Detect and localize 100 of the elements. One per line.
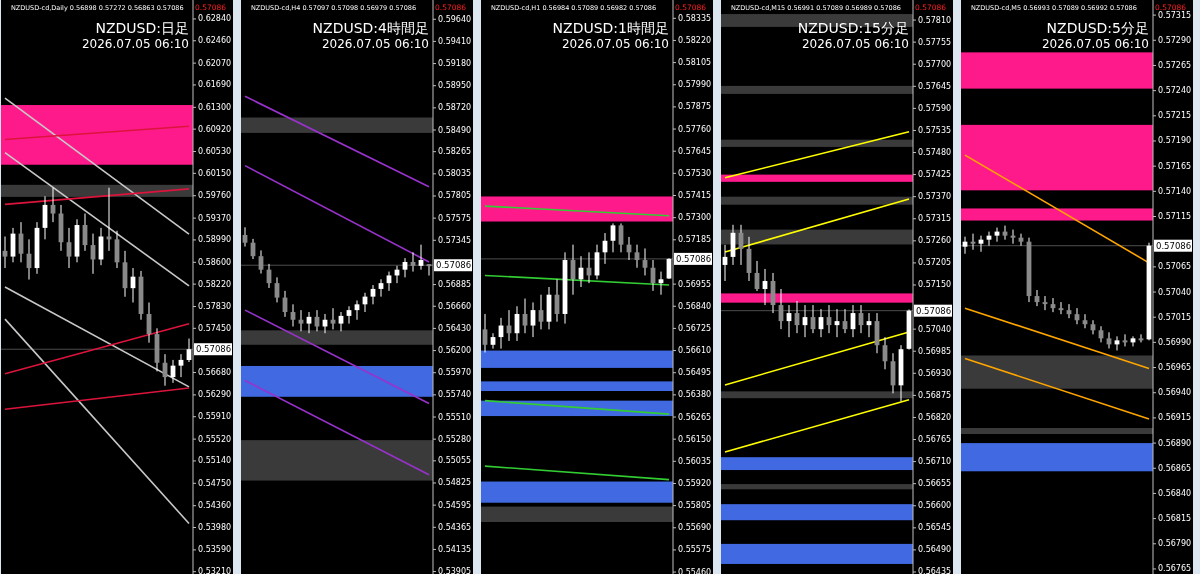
y-tick-label: 0.56430	[438, 323, 472, 333]
y-tick-label: 0.57300	[678, 213, 712, 223]
y-tick-label: 0.57240	[1158, 86, 1192, 96]
y-tick-label: 0.55740	[438, 390, 472, 400]
y-tick-label: 0.56600	[918, 501, 952, 511]
y-tick-label: 0.62460	[198, 36, 232, 46]
y-tick-label: 0.56680	[198, 368, 232, 378]
y-tick-label: 0.56875	[918, 390, 952, 400]
y-tick-label: 0.55690	[678, 523, 712, 533]
ref-line-label: 0.57086	[916, 305, 952, 316]
y-tick-label: 0.54365	[438, 522, 472, 532]
y-tick-label: 0.57830	[198, 302, 232, 312]
y-tick-label: 0.56965	[1158, 363, 1192, 373]
y-tick-label: 0.57185	[678, 235, 712, 245]
y-tick-label: 0.56435	[918, 567, 952, 574]
y-tick-label: 0.54825	[438, 478, 472, 488]
y-tick-label: 0.53905	[438, 567, 472, 574]
ref-line-label: 0.57086	[1156, 240, 1192, 251]
y-tick-label: 0.59180	[438, 59, 472, 69]
annotation: 2026.07.05 06:10	[561, 37, 669, 51]
y-tick-label: 0.56150	[678, 434, 712, 444]
y-tick-label: 0.55970	[438, 368, 472, 378]
y-tick-label: 0.56940	[1158, 388, 1192, 398]
y-tick-label: 0.57265	[1158, 60, 1192, 70]
y-tick-label: 0.58105	[678, 58, 712, 68]
y-tick-label: 0.62840	[198, 14, 232, 24]
y-tick-label: 0.55920	[678, 478, 712, 488]
y-tick-label: 0.59370	[198, 213, 232, 223]
y-tick-label: 0.57700	[918, 59, 952, 69]
y-tick-label: 0.57065	[1158, 262, 1192, 272]
y-tick-label: 0.56915	[1158, 413, 1192, 423]
y-tick-label: 0.58950	[438, 81, 472, 91]
y-tick-label: 0.56865	[1158, 463, 1192, 473]
y-tick-label: 0.57645	[918, 81, 952, 91]
y-tick-label: 0.56035	[678, 456, 712, 466]
y-tick-label: 0.56820	[918, 412, 952, 422]
y-tick-label: 0.57590	[918, 103, 952, 113]
y-tick-label: 0.59640	[438, 14, 472, 24]
y-tick-label: 0.56765	[918, 435, 952, 445]
annotation: 2026.07.05 06:10	[801, 37, 909, 51]
y-tick-label: 0.57760	[678, 124, 712, 134]
y-tick-label: 0.60150	[198, 168, 232, 178]
y-tick-label: 0.57575	[438, 213, 472, 223]
y-tick-label: 0.56930	[918, 368, 952, 378]
y-tick-label: 0.57015	[1158, 312, 1192, 322]
y-tick-label: 0.56990	[1158, 337, 1192, 347]
y-tick-label: 0.58035	[438, 169, 472, 179]
y-tick-label: 0.57260	[918, 236, 952, 246]
y-tick-label: 0.56985	[918, 346, 952, 356]
y-tick-label: 0.59410	[438, 36, 472, 46]
y-tick-label: 0.58990	[198, 235, 232, 245]
y-tick-label: 0.53210	[198, 567, 232, 574]
y-tick-label: 0.58220	[198, 279, 232, 289]
y-tick-label: 0.56545	[918, 523, 952, 533]
y-tick-label: 0.57205	[918, 258, 952, 268]
y-tick-label: 0.57810	[918, 15, 952, 25]
y-tick-label: 0.55460	[678, 567, 712, 574]
y-tick-label: 0.62070	[198, 58, 232, 68]
y-tick-label: 0.58265	[438, 147, 472, 157]
y-tick-label: 0.60920	[198, 124, 232, 134]
y-tick-label: 0.56955	[678, 279, 712, 289]
y-tick-label: 0.56840	[1158, 488, 1192, 498]
y-tick-label: 0.57040	[1158, 287, 1192, 297]
y-tick-label: 0.56660	[438, 301, 472, 311]
y-tick-label: 0.57315	[918, 214, 952, 224]
y-tick-label: 0.57140	[1158, 186, 1192, 196]
y-tick-label: 0.53980	[198, 523, 232, 533]
annotation: NZDUSD:15分足	[797, 20, 909, 36]
y-tick-label: 0.56725	[678, 323, 712, 333]
y-tick-label: 0.56890	[1158, 438, 1192, 448]
y-tick-label: 0.55280	[438, 434, 472, 444]
y-tick-label: 0.58335	[678, 13, 712, 23]
y-tick-label: 0.56495	[678, 368, 712, 378]
y-tick-label: 0.56815	[1158, 514, 1192, 524]
y-tick-label: 0.56610	[678, 346, 712, 356]
annotation: 2026.07.05 06:10	[1041, 37, 1149, 51]
y-tick-label: 0.56200	[438, 346, 472, 356]
ref-line-label: 0.57086	[196, 344, 232, 355]
y-tick-label: 0.58720	[438, 103, 472, 113]
y-tick-label: 0.57535	[918, 125, 952, 135]
y-tick-label: 0.57450	[198, 323, 232, 333]
y-tick-label: 0.57150	[918, 280, 952, 290]
y-tick-label: 0.55140	[198, 456, 232, 466]
y-tick-label: 0.56840	[678, 301, 712, 311]
y-tick-label: 0.61300	[198, 102, 232, 112]
y-tick-label: 0.61690	[198, 80, 232, 90]
y-tick-label: 0.56265	[678, 412, 712, 422]
y-tick-label: 0.57530	[678, 168, 712, 178]
y-tick-label: 0.58600	[198, 257, 232, 267]
y-tick-label: 0.59760	[198, 191, 232, 201]
y-tick-label: 0.53590	[198, 545, 232, 555]
y-tick-label: 0.57290	[1158, 35, 1192, 45]
y-tick-label: 0.57345	[438, 235, 472, 245]
ref-line-label: 0.57086	[676, 253, 712, 264]
y-tick-label: 0.57190	[1158, 136, 1192, 146]
y-tick-label: 0.57415	[678, 191, 712, 201]
y-tick-label: 0.57480	[918, 148, 952, 158]
y-tick-label: 0.57315	[1158, 10, 1192, 20]
y-tick-label: 0.57370	[918, 192, 952, 202]
y-tick-label: 0.55055	[438, 456, 472, 466]
